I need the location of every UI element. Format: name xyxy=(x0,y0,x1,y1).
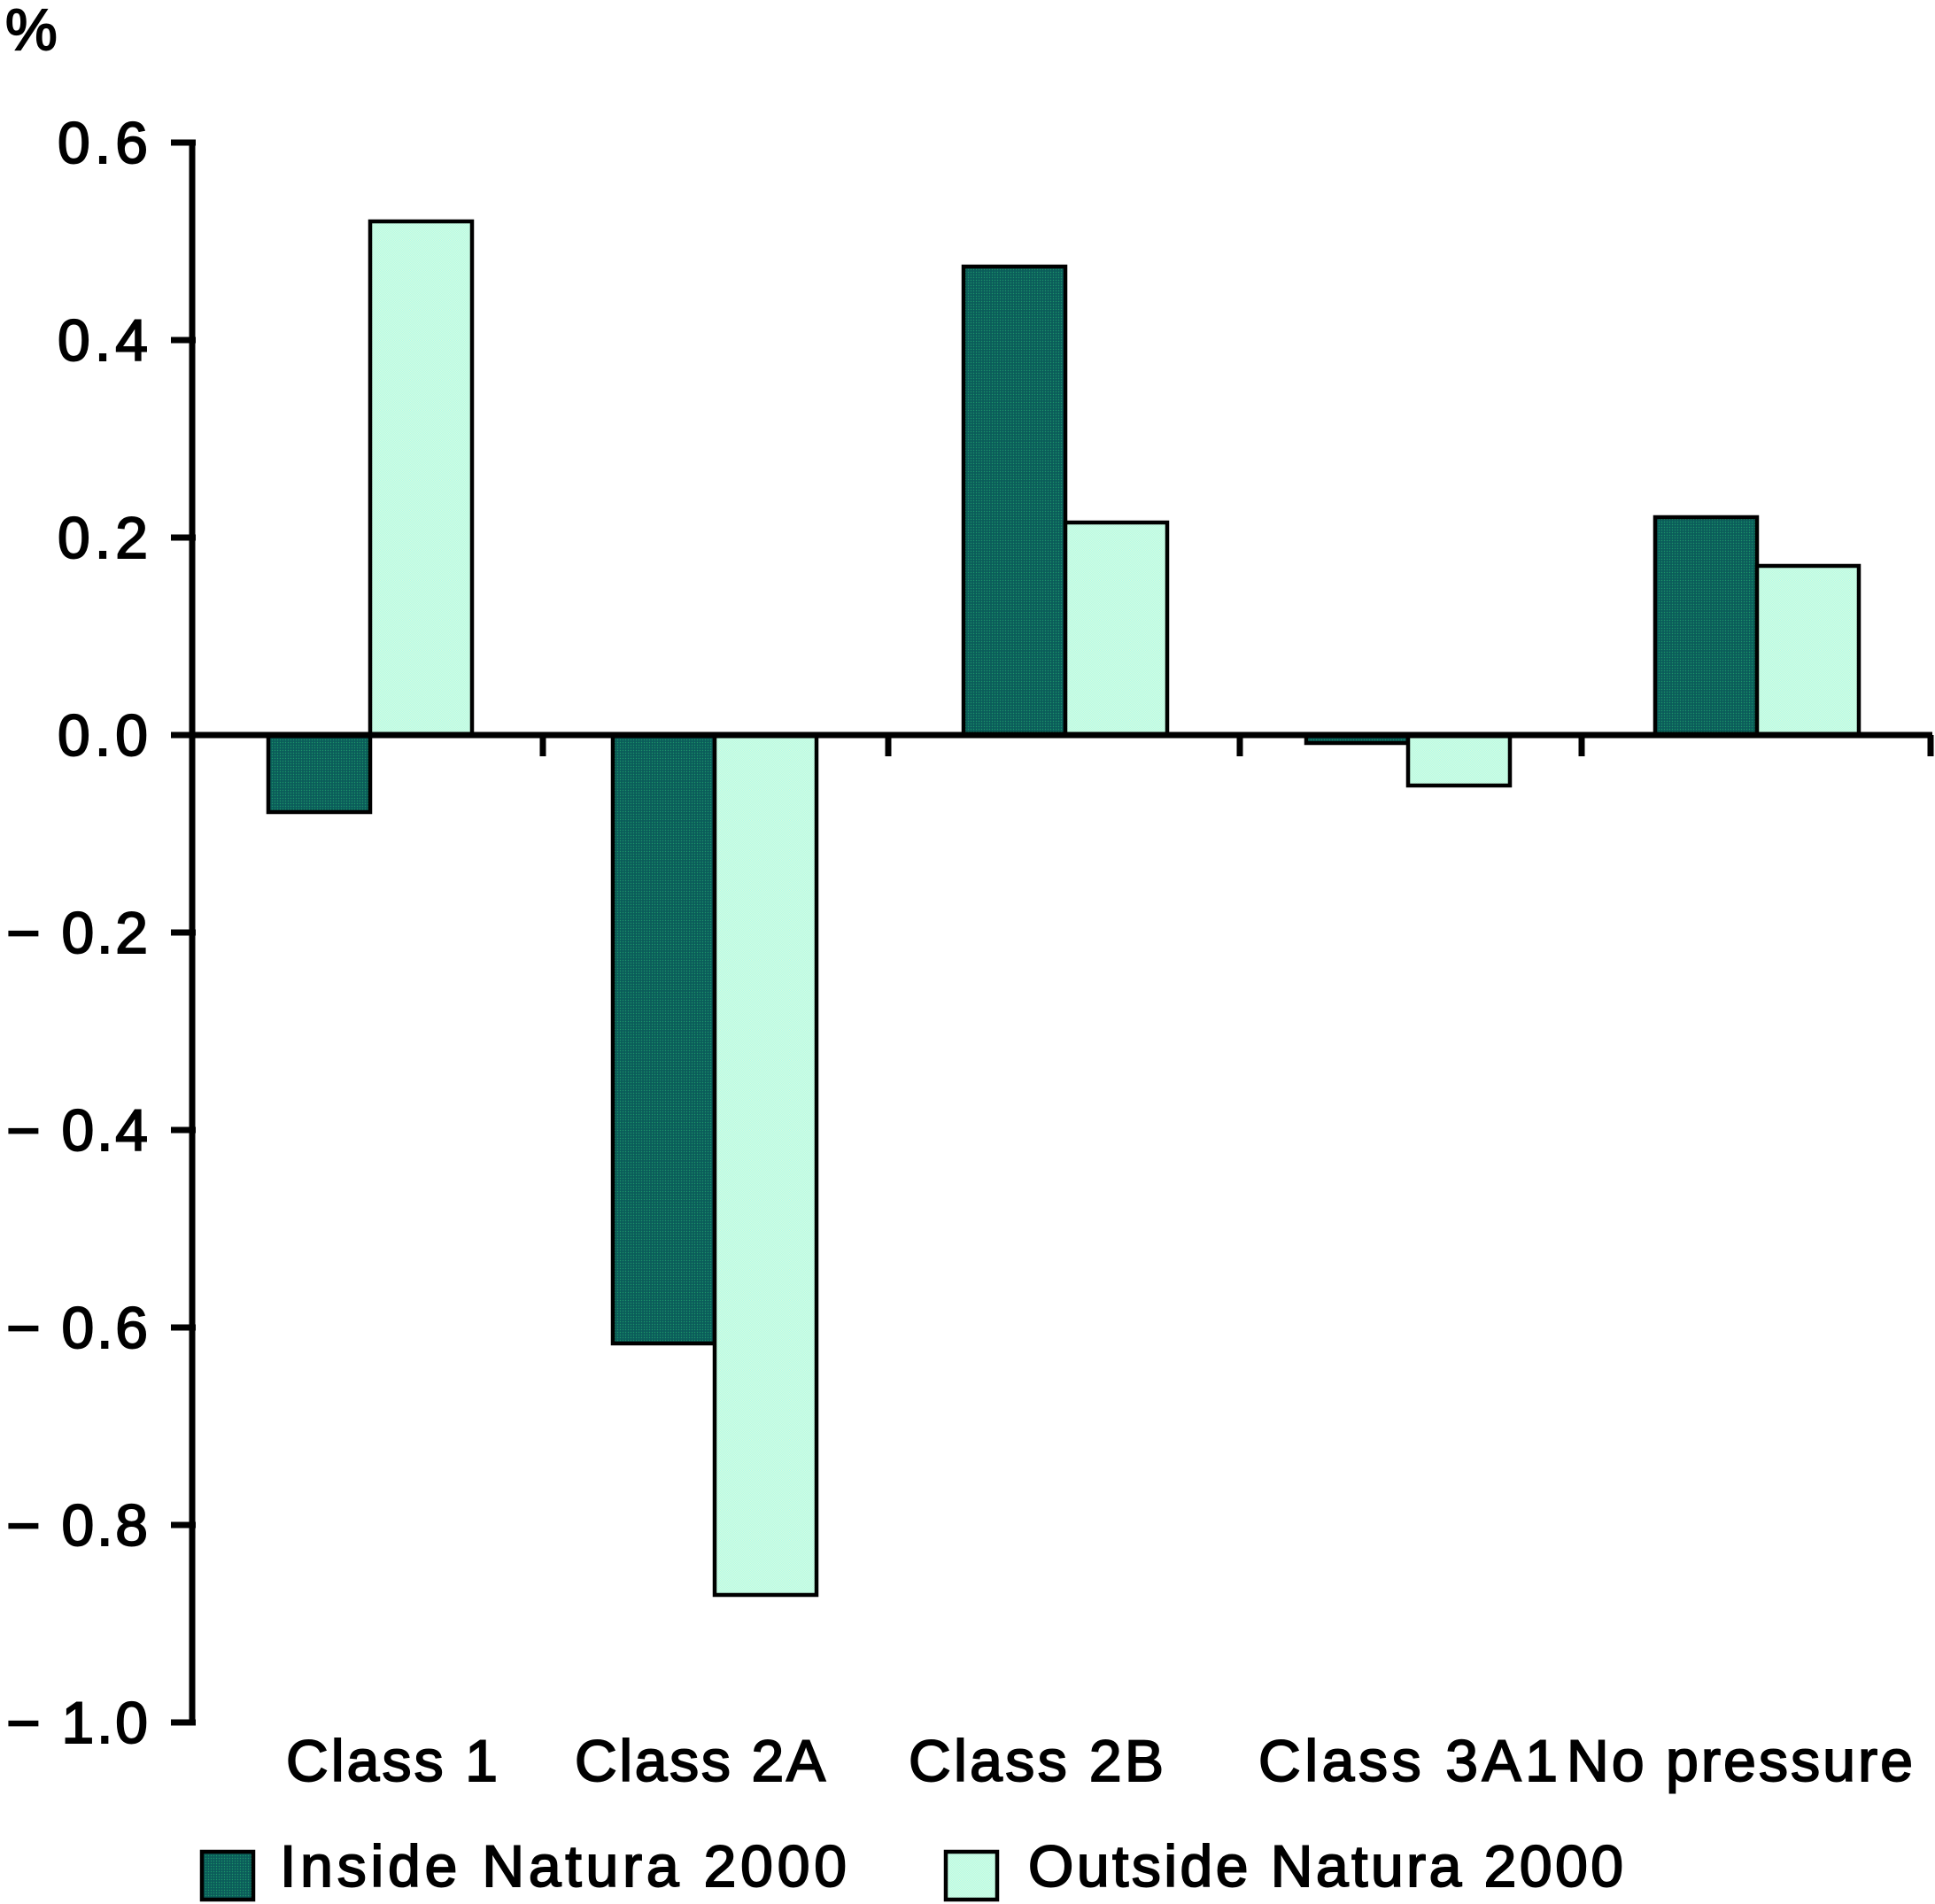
svg-text:− 0.4: − 0.4 xyxy=(6,1097,148,1163)
svg-text:No pressure: No pressure xyxy=(1567,1728,1913,1793)
svg-text:%: % xyxy=(5,0,58,62)
svg-text:0.0: 0.0 xyxy=(58,702,148,768)
svg-text:− 0.2: − 0.2 xyxy=(6,900,148,965)
svg-text:− 1.0: − 1.0 xyxy=(6,1690,148,1755)
svg-text:0.6: 0.6 xyxy=(58,110,148,175)
svg-text:0.2: 0.2 xyxy=(58,505,148,570)
svg-text:− 0.8: − 0.8 xyxy=(6,1492,148,1558)
svg-text:− 0.6: − 0.6 xyxy=(6,1295,148,1360)
svg-text:Outside Natura 2000: Outside Natura 2000 xyxy=(1028,1833,1623,1899)
svg-text:Class 1: Class 1 xyxy=(286,1728,498,1793)
svg-text:0.4: 0.4 xyxy=(58,307,148,373)
svg-text:Class 3A1: Class 3A1 xyxy=(1258,1728,1558,1793)
